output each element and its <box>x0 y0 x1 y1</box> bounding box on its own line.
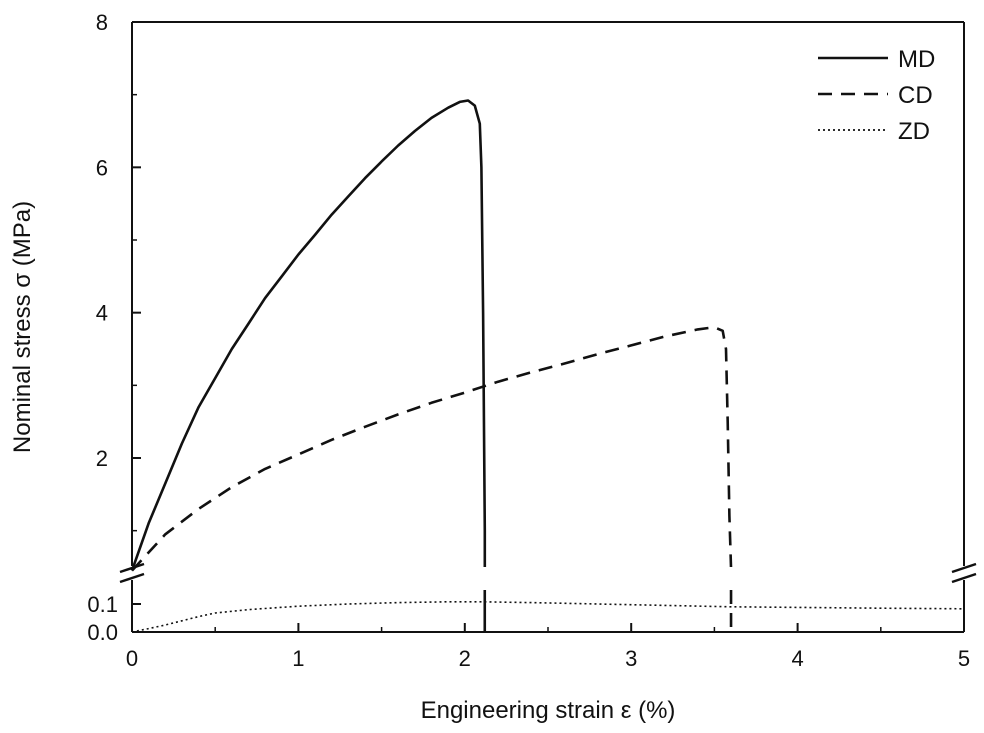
series-line-md <box>130 99 487 572</box>
x-tick-label: 4 <box>791 646 803 671</box>
y-tick-label: 2 <box>96 446 108 471</box>
series-line-cd <box>131 325 733 572</box>
x-tick-label: 0 <box>126 646 138 671</box>
y-tick-label: 6 <box>96 155 108 180</box>
right-axis-break-mark <box>951 562 977 574</box>
legend-label-cd: CD <box>898 82 933 109</box>
y-axis-break-mark <box>119 572 145 584</box>
series-line-zd <box>131 601 965 633</box>
legend-label-md: MD <box>898 46 935 73</box>
legend-label-zd: ZD <box>898 118 930 145</box>
right-axis-break-mark <box>951 572 977 584</box>
x-tick-label: 1 <box>292 646 304 671</box>
y-tick-label: 4 <box>96 301 108 326</box>
x-axis-title: Engineering strain ε (%) <box>421 697 676 724</box>
x-tick-label: 5 <box>958 646 970 671</box>
y-tick-label: 8 <box>96 10 108 35</box>
y-tick-label: 0.1 <box>87 592 118 617</box>
x-tick-label: 3 <box>625 646 637 671</box>
x-tick-label: 2 <box>459 646 471 671</box>
y-axis-title: Nominal stress σ (MPa) <box>9 201 36 453</box>
y-tick-label: 0.0 <box>87 620 118 645</box>
